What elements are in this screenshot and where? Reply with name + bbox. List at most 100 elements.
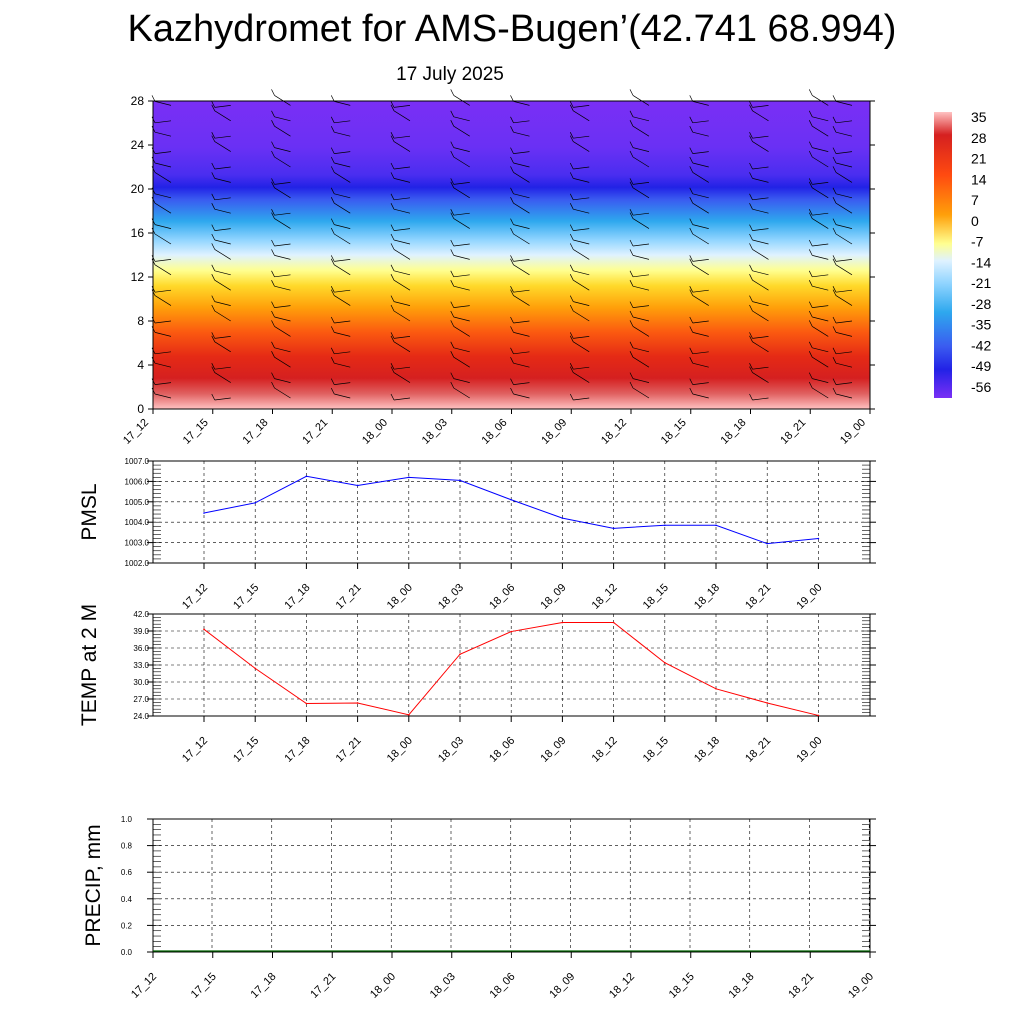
wind-barb [390,193,411,201]
x-tick-label: 18_00 [385,735,415,765]
data-point [459,479,461,482]
data-point [561,621,564,624]
wind-barb [832,187,853,199]
data-point [766,542,768,545]
wind-barb [689,286,709,293]
wind-barb [510,326,530,337]
wind-barb [271,270,291,278]
x-tick-label: 18_12 [599,417,629,447]
wind-barb [629,178,650,185]
wind-barb [510,166,530,183]
y-tick-label: 30.0 [133,678,149,687]
wind-barb [832,147,853,154]
wind-barb [271,212,291,229]
data-point [766,702,768,704]
wind-barb [749,135,769,152]
wind-barb [832,347,853,355]
wind-barb [271,178,291,185]
wind-barb [450,209,470,216]
wind-barb [749,332,769,339]
wind-barb [689,187,709,199]
x-tick-label: 19_00 [794,735,824,765]
wind-barb [510,126,530,137]
x-tick-label: 18_18 [719,417,749,447]
wind-barb [808,301,829,308]
wind-barb [629,351,650,368]
wind-barb [330,316,351,324]
wind-barb [832,326,853,337]
x-tick-label: 17_21 [308,971,338,1001]
wind-barb [271,209,291,216]
wind-barb [390,393,411,401]
wind-barb [689,387,709,399]
x-tick-label: 17_15 [231,582,261,612]
wind-barb [390,135,411,152]
x-tick-label: 18_03 [420,417,450,447]
wind-barb [749,101,769,108]
wind-barb [510,316,530,324]
wind-barb [569,101,590,108]
wind-barb [510,218,530,229]
wind-barb [271,89,291,106]
wind-barb [510,197,530,214]
wind-barb [629,212,650,229]
wind-barb [629,381,650,399]
y-tick-label: 20 [131,182,145,196]
x-tick-label: 18_21 [743,582,773,612]
wind-barb [330,258,351,276]
x-tick-label: 17_21 [334,582,364,612]
wind-barb [271,320,291,337]
colorbar-label: 0 [971,213,979,229]
wind-barb [211,135,231,152]
wind-barb [749,363,769,370]
wind-barb [510,227,530,245]
x-tick-label: 18_18 [692,735,722,765]
wind-barb [390,162,411,170]
data-point [612,621,615,624]
wind-barb [808,351,829,368]
x-tick-label: 17_12 [121,417,151,447]
wind-barb [330,156,351,168]
data-point [510,630,512,633]
wind-barb [832,378,853,385]
x-tick-label: 18_15 [667,971,697,1001]
wind-barb [450,178,470,185]
wind-barb [510,357,530,368]
wind-barb [629,301,650,308]
y-tick-label: 28 [131,94,145,108]
y-tick-label: 0.4 [121,895,133,904]
x-tick-label: 18_09 [538,735,568,765]
x-tick-label: 17_12 [180,735,210,765]
x-tick-label: 17_15 [181,417,211,447]
wind-barb [330,95,351,106]
wind-barb [629,89,650,106]
wind-barb [749,393,769,401]
x-tick-label: 19_00 [794,582,824,612]
colorbar-label: -28 [971,296,991,312]
wind-barb [629,150,650,168]
y-tick-label: 24 [131,138,145,152]
wind-barb [390,132,411,139]
wind-barb [689,258,709,276]
x-tick-label: 18_03 [428,971,458,1001]
wind-barb [569,363,590,370]
x-tick-label: 18_03 [436,582,466,612]
wind-barb [749,274,769,291]
wind-barb [330,326,351,337]
wind-barb [390,363,411,370]
wind-barb [330,218,351,229]
wind-barb [390,203,411,214]
wind-barb [749,104,769,122]
wind-barb [211,332,231,339]
wind-barb [749,233,769,245]
wind-barb [569,366,590,383]
wind-barb [569,193,590,201]
y-tick-label: 1002.0 [125,559,150,568]
wind-barb [749,193,769,201]
x-tick-label: 17_18 [282,735,312,765]
wind-barb [832,126,853,137]
wind-barb [390,224,411,231]
x-tick-label: 18_15 [659,417,689,447]
colorbar-label: 35 [971,109,987,125]
wind-barb [629,280,650,291]
